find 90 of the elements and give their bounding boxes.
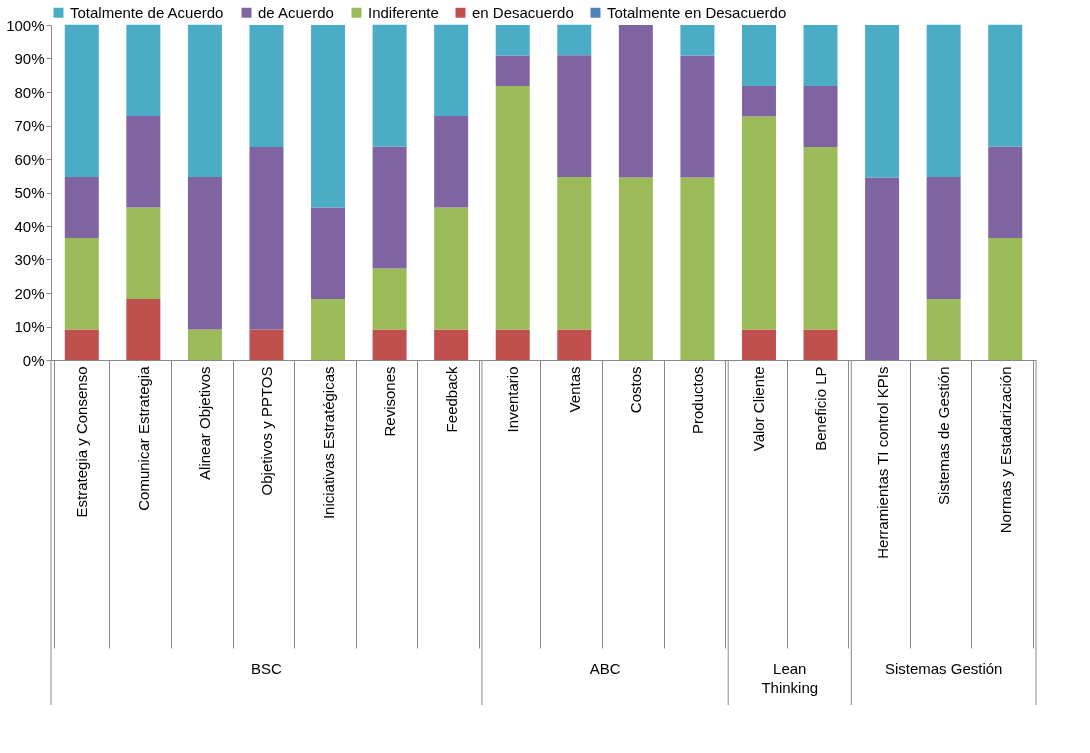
y-tick-label: 40%	[14, 217, 45, 235]
x-tick-label: Feedback	[442, 366, 460, 433]
x-tick-label: Beneficio LP	[812, 366, 830, 451]
y-tick-label: 50%	[14, 184, 45, 201]
bar	[741, 25, 776, 86]
y-tick-label: 100%	[6, 16, 45, 34]
bar	[865, 25, 900, 178]
bar	[311, 207, 346, 300]
x-tick-label: Estrategia y Consenso	[73, 366, 91, 518]
bar	[495, 329, 530, 360]
bar	[187, 24, 222, 178]
x-tick-label: Productos	[688, 366, 706, 435]
bar	[803, 25, 838, 86]
x-tick-label: Herramientas TI control KPIs	[873, 366, 891, 559]
bar	[988, 24, 1023, 147]
x-tick-label: Ventas	[565, 366, 583, 413]
bar	[126, 299, 161, 360]
bar	[680, 177, 715, 360]
bar	[741, 329, 776, 360]
y-tick-label: 90%	[14, 50, 45, 67]
legend-label: Totalmente de Acuerdo	[70, 3, 224, 21]
y-tick-label: 10%	[14, 318, 45, 335]
x-tick-label: Normas y Estadarización	[996, 366, 1014, 534]
bar	[372, 146, 407, 269]
bar	[495, 55, 530, 86]
bar	[741, 85, 776, 117]
x-tick-label: Revisones	[381, 366, 399, 437]
bar	[64, 329, 99, 360]
bar	[249, 329, 284, 360]
x-tick-label: Valor Cliente	[750, 366, 768, 452]
bar	[865, 177, 900, 360]
text: BSC	[251, 660, 283, 677]
x-tick-label: Alinear Objetivos	[196, 366, 214, 480]
bar	[126, 24, 161, 117]
bar	[434, 24, 469, 117]
bar	[680, 25, 715, 56]
bar	[680, 55, 715, 178]
bar	[64, 238, 99, 330]
y-tick-label: 30%	[14, 251, 45, 268]
bar	[249, 25, 284, 147]
legend-label: Indiferente	[368, 3, 439, 21]
bar	[557, 329, 592, 360]
bar	[803, 329, 838, 360]
bar	[372, 268, 407, 330]
y-tick-label: 70%	[14, 117, 45, 134]
bar	[434, 116, 469, 208]
text: Lean Thinking	[761, 660, 819, 696]
bar	[372, 329, 407, 360]
y-tick-label: 80%	[14, 83, 45, 101]
bar	[557, 177, 592, 330]
y-tick-label: 20%	[14, 284, 45, 302]
bar	[926, 177, 961, 300]
bar	[803, 146, 838, 330]
bar	[372, 24, 407, 147]
legend-label: en Desacuerdo	[472, 3, 574, 21]
bar	[557, 24, 592, 56]
bar	[249, 146, 284, 330]
bar	[926, 299, 961, 360]
text: ABC	[589, 660, 621, 677]
x-tick-label: Inventario	[504, 366, 522, 433]
x-tick-label: Objetivos y PPTOS	[257, 366, 275, 496]
bar	[926, 24, 961, 178]
bar	[187, 177, 222, 330]
legend-label: de Acuerdo	[258, 3, 334, 21]
bar	[311, 25, 346, 208]
bar	[803, 85, 838, 147]
bar	[434, 329, 469, 360]
bar	[741, 116, 776, 330]
legend-label: Totalmente en Desacuerdo	[607, 3, 787, 21]
bar	[64, 24, 99, 178]
bar	[988, 238, 1023, 360]
bar	[64, 177, 99, 239]
text: Sistemas Gestión	[884, 660, 1003, 677]
bar	[495, 85, 530, 330]
y-tick-label: 0%	[22, 351, 45, 369]
bar	[187, 329, 222, 360]
bar	[126, 116, 161, 208]
bar	[434, 207, 469, 330]
bar	[495, 25, 530, 56]
bar	[618, 25, 653, 178]
y-tick-label: 60%	[14, 150, 45, 168]
bar	[126, 207, 161, 300]
bar	[618, 177, 653, 360]
bar	[557, 55, 592, 178]
bar	[311, 299, 346, 360]
x-tick-label: Comunicar Estrategia	[134, 365, 152, 511]
x-tick-label: Sistemas de Gestión	[935, 366, 953, 505]
x-tick-label: Costos	[627, 366, 645, 414]
x-tick-label: Iniciativas Estratégicas	[319, 366, 337, 520]
bar	[988, 146, 1023, 239]
